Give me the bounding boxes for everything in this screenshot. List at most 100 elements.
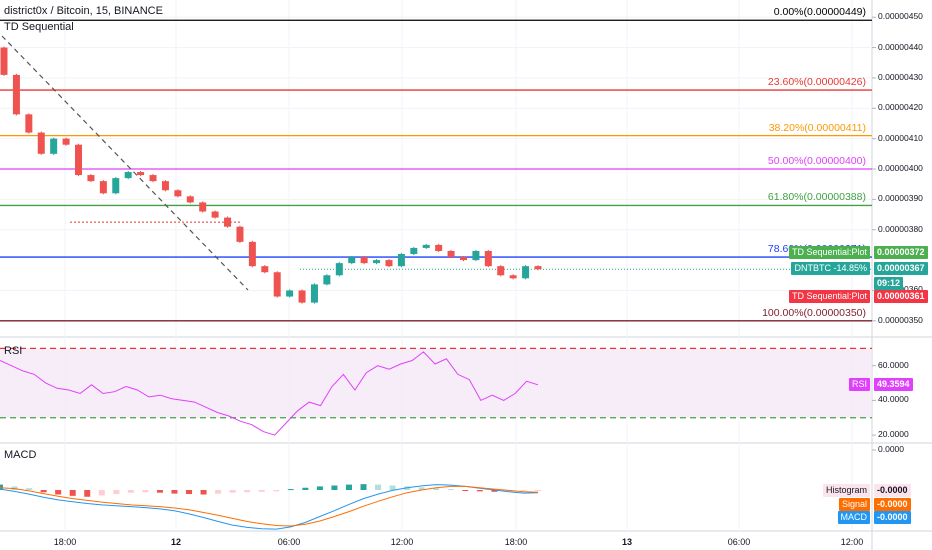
fib-level-label: 23.60%(0.00000426) [767, 76, 866, 89]
macd-histogram-bar [447, 489, 454, 491]
fib-level-label: 50.00%(0.00000400) [767, 155, 866, 167]
candle-body [161, 181, 169, 191]
candle-body [174, 190, 182, 197]
fib-level-label: 38.20%(0.00000411) [768, 121, 866, 134]
candle-body [50, 138, 58, 154]
time-tick-label: 12 [170, 537, 182, 547]
price-badge-label: DNTBTC -14.85% [791, 262, 870, 275]
candle-body [435, 244, 443, 251]
time-tick-label: 18:00 [53, 537, 77, 547]
macd-histogram-bar [229, 490, 236, 493]
macd-histogram-bar [302, 487, 309, 490]
macd-label[interactable]: MACD [4, 449, 37, 461]
price-tick-label: 0.00000420 [878, 102, 923, 113]
macd-histogram-bar [186, 490, 193, 495]
fib-level-label: 0.00%(0.00000449) [773, 6, 866, 19]
macd-histogram-bar [433, 488, 440, 490]
macd-histogram-bar [491, 490, 498, 492]
candle-body [62, 138, 70, 145]
time-tick-label: 06:00 [277, 537, 301, 547]
candle-body [447, 250, 455, 258]
candle-body [124, 172, 132, 179]
price-tick-label: 0.00000440 [878, 41, 923, 52]
macd-histogram-bar [142, 490, 149, 493]
macd-histogram-bar [215, 490, 222, 494]
macd-legend-value: -0.0000 [874, 498, 911, 511]
candle-body [360, 257, 368, 264]
macd-histogram-bar [84, 490, 91, 497]
macd-histogram-bar [360, 484, 367, 490]
candle-body [0, 47, 8, 75]
macd-legend-value: -0.0000 [874, 511, 911, 524]
fib-level-label: 61.80%(0.00000388) [767, 191, 866, 204]
macd-histogram-bar [375, 484, 382, 490]
rsi-tick-label: 60.0000 [878, 359, 909, 370]
candle-body [286, 290, 294, 297]
candle-body [472, 250, 480, 261]
price-badge-value: 09:12 [874, 277, 904, 290]
price-tick-label: 0.00000450 [878, 11, 923, 22]
candle-body [186, 196, 194, 203]
price-badge-value: 0.00000372 [874, 246, 928, 259]
price-tick-label: 0.00000390 [878, 193, 923, 204]
macd-histogram-bar [520, 490, 527, 491]
macd-histogram-bar [200, 490, 207, 495]
macd-line [0, 484, 539, 530]
macd-legend-label: Histogram [822, 484, 870, 497]
time-tick-label: 18:00 [504, 537, 528, 547]
price-tick-label: 0.00000380 [878, 223, 923, 234]
candle-body [522, 266, 530, 279]
macd-legend-label: Signal [838, 498, 870, 511]
candle-body [37, 132, 45, 154]
candle-body [12, 74, 20, 115]
price-tick-label: 0.00000410 [878, 132, 923, 143]
macd-histogram-bar [26, 488, 33, 490]
macd-histogram-bar [40, 490, 47, 493]
candle-body [199, 202, 207, 212]
macd-histogram-bar [98, 490, 105, 496]
candle-body [75, 144, 83, 176]
candle-body [137, 172, 145, 176]
signal-line [0, 485, 539, 527]
macd-histogram-bar [244, 490, 251, 493]
macd-histogram-bar [345, 484, 352, 490]
macd-histogram-bar [462, 490, 469, 491]
candle-body [25, 114, 33, 133]
macd-tick-label: 0.0000 [878, 444, 904, 454]
candle-body [459, 257, 467, 261]
macd-legend-value: -0.0000 [874, 484, 911, 497]
macd-histogram-bar [156, 490, 163, 493]
rsi-label[interactable]: RSI [4, 345, 23, 357]
trend-line [1, 35, 249, 291]
candle-body [497, 266, 505, 276]
candle-body [99, 181, 107, 194]
price-badge-label: TD Sequential:Plot [788, 246, 870, 259]
candle-body [261, 266, 269, 273]
candle-body [273, 272, 281, 297]
macd-histogram-bar [171, 490, 178, 494]
candle-body [248, 241, 256, 267]
time-tick-label: 13 [621, 537, 633, 547]
price-badge-label: TD Sequential:Plot [788, 290, 870, 303]
macd-histogram-bar [258, 490, 265, 492]
candle-body [373, 260, 381, 264]
macd-histogram-bar [316, 486, 323, 490]
td-sequential-label[interactable]: TD Sequential [4, 21, 74, 33]
rsi-tick-label: 20.0000 [878, 429, 909, 440]
rsi-line [0, 351, 539, 436]
macd-histogram-bar [69, 490, 76, 496]
candle-body [509, 275, 517, 279]
candle-body [397, 254, 405, 267]
candle-body [484, 250, 492, 267]
rsi-band [0, 348, 872, 418]
candle-body [236, 226, 244, 242]
candle-body [298, 290, 306, 303]
macd-histogram-bar [55, 490, 62, 495]
time-tick-label: 06:00 [727, 537, 751, 547]
time-tick-label: 12:00 [840, 537, 864, 547]
macd-histogram-bar [331, 485, 338, 490]
time-tick-label: 12:00 [390, 537, 414, 547]
price-badge-value: 0.00000367 [874, 262, 928, 275]
